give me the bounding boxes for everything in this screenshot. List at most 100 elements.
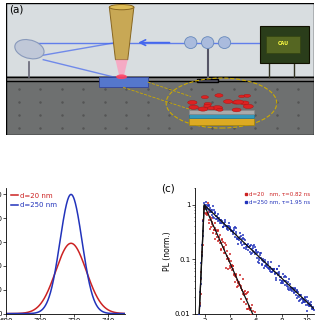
Point <box>202 200 207 205</box>
Point <box>236 238 242 243</box>
Point <box>292 314 297 319</box>
Point <box>247 243 252 248</box>
Point <box>302 314 307 319</box>
Point <box>264 314 269 319</box>
Point <box>297 314 302 319</box>
Point <box>256 314 261 319</box>
Point <box>208 226 213 231</box>
Point <box>280 314 285 319</box>
Point <box>197 302 203 307</box>
Point <box>300 298 306 303</box>
Ellipse shape <box>185 37 197 49</box>
Point <box>215 228 220 234</box>
Point <box>248 306 253 311</box>
Circle shape <box>204 104 211 108</box>
Point <box>299 292 304 297</box>
Point <box>204 211 209 216</box>
Point <box>244 291 249 296</box>
Point <box>300 299 305 304</box>
Point <box>205 201 210 206</box>
Point <box>261 314 267 319</box>
Point <box>265 314 270 319</box>
Point <box>261 265 266 270</box>
Point <box>228 265 233 270</box>
Point <box>216 219 221 224</box>
Point <box>197 300 202 305</box>
Point <box>226 267 231 272</box>
Text: (c): (c) <box>161 183 175 194</box>
Point <box>260 314 265 319</box>
Point <box>193 314 198 319</box>
Point <box>256 314 261 319</box>
Point <box>222 220 227 226</box>
Point <box>277 274 283 279</box>
Point <box>251 248 256 253</box>
Point <box>273 314 278 319</box>
Point <box>223 223 228 228</box>
Point <box>265 314 270 319</box>
Point <box>308 314 313 319</box>
Point <box>266 261 271 267</box>
Point <box>293 314 298 319</box>
Point <box>219 220 224 226</box>
Point <box>243 247 248 252</box>
FancyBboxPatch shape <box>197 79 218 82</box>
Point <box>254 314 259 319</box>
Point <box>301 300 306 305</box>
Point <box>192 314 197 319</box>
Point <box>260 314 265 319</box>
Point <box>244 306 250 311</box>
Point <box>283 314 288 319</box>
Point <box>262 258 268 263</box>
Point <box>234 277 239 282</box>
Point <box>202 210 207 215</box>
Point <box>253 249 259 254</box>
Point <box>206 218 211 223</box>
Point <box>244 243 249 248</box>
Point <box>217 219 222 224</box>
Point <box>195 314 200 319</box>
Point <box>308 314 313 319</box>
Point <box>281 275 286 280</box>
Point <box>276 270 281 276</box>
Point <box>233 272 238 277</box>
Point <box>288 286 293 291</box>
Point <box>192 314 197 319</box>
Point <box>309 314 315 319</box>
Point <box>270 314 275 319</box>
Point <box>278 314 283 319</box>
Point <box>192 314 197 319</box>
Point <box>304 297 309 302</box>
Point <box>300 314 305 319</box>
Point <box>279 314 284 319</box>
Point <box>291 314 296 319</box>
Point <box>248 252 253 257</box>
Point <box>247 314 252 319</box>
Point <box>244 244 249 249</box>
Point <box>201 228 206 234</box>
Point <box>287 314 292 319</box>
Point <box>206 204 211 209</box>
Point <box>285 284 290 289</box>
Point <box>195 314 200 319</box>
Point <box>286 314 291 319</box>
Point <box>201 218 206 223</box>
Point <box>261 314 266 319</box>
Point <box>204 206 209 211</box>
Point <box>268 314 273 319</box>
Point <box>242 292 247 297</box>
Point <box>281 314 286 319</box>
Point <box>262 264 267 269</box>
Point <box>301 314 306 319</box>
Point <box>306 299 311 304</box>
Point <box>242 288 247 293</box>
Point <box>193 314 198 319</box>
Point <box>213 211 218 216</box>
Point <box>196 314 201 319</box>
Point <box>231 226 236 231</box>
Legend: d=20   nm, τ=0.82 ns, d=250 nm, τ=1.95 ns: d=20 nm, τ=0.82 ns, d=250 nm, τ=1.95 ns <box>244 191 311 205</box>
Point <box>223 243 228 248</box>
Point <box>264 263 269 268</box>
Circle shape <box>198 107 208 111</box>
Point <box>213 227 219 232</box>
